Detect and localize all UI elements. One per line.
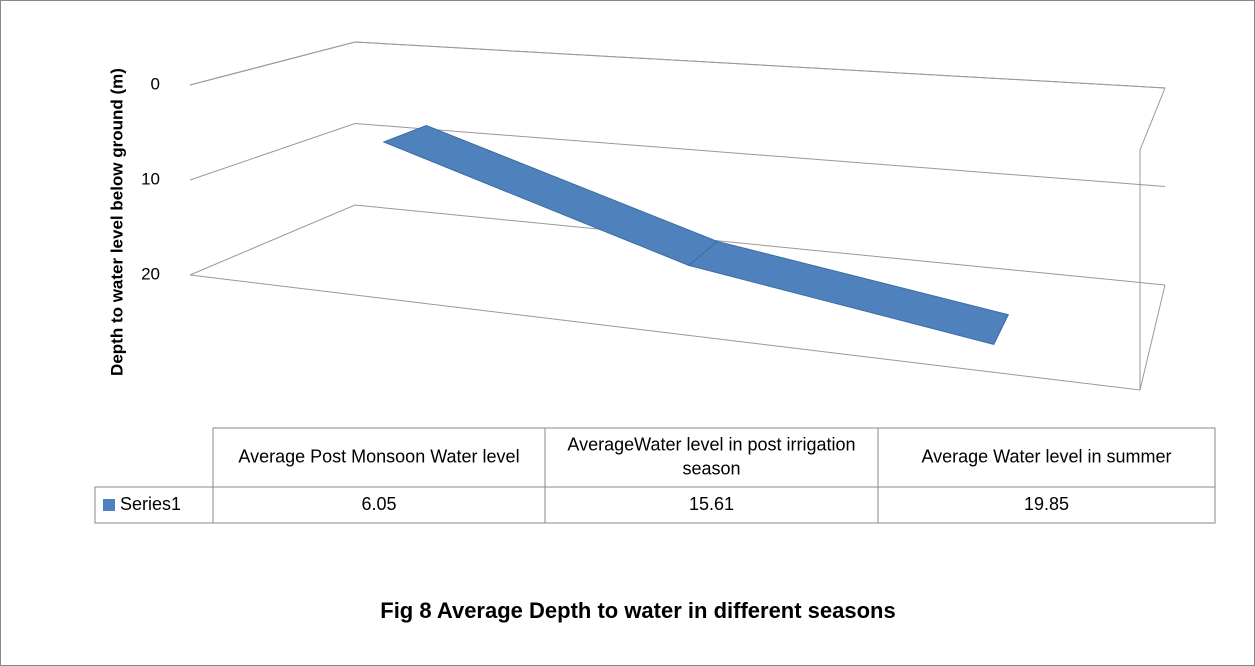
grid-line <box>189 204 1166 286</box>
table-value: 19.85 <box>1024 494 1069 514</box>
chart-title: Fig 8 Average Depth to water in differen… <box>380 598 896 623</box>
table-value: 15.61 <box>689 494 734 514</box>
table-value: 6.05 <box>361 494 396 514</box>
legend-label: Series1 <box>120 494 181 514</box>
table-value-cell <box>877 486 1216 524</box>
y-tick-label: 20 <box>141 264 160 283</box>
y-tick-label: 10 <box>141 169 160 188</box>
ribbon-segment <box>687 240 1010 345</box>
category-label: Average Post Monsoon Water level <box>238 446 519 466</box>
grid-line <box>189 41 1166 89</box>
y-axis-label: Depth to water level below ground (m) <box>107 68 126 376</box>
legend-swatch <box>103 499 115 511</box>
y-tick-label: 0 <box>151 74 160 93</box>
grid-line <box>189 122 1166 187</box>
category-label: Average Water level in summer <box>921 446 1171 466</box>
category-label: AverageWater level in post irrigation sea… <box>567 434 855 478</box>
